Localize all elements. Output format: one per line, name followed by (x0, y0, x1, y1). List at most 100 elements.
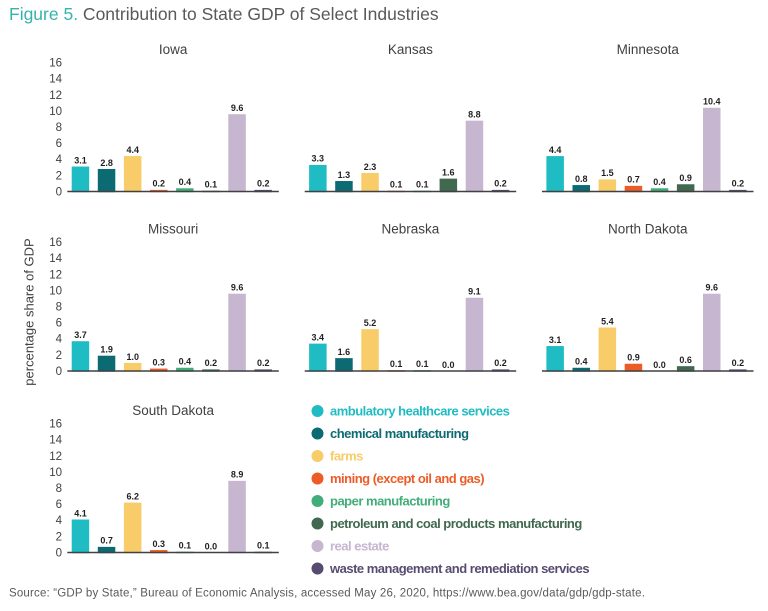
svg-text:6: 6 (56, 138, 62, 150)
svg-text:12: 12 (49, 269, 62, 281)
svg-text:14: 14 (49, 253, 62, 265)
svg-text:0.2: 0.2 (732, 179, 745, 189)
svg-text:0: 0 (56, 366, 62, 378)
svg-text:Source: “GDP by State,” Bureau: Source: “GDP by State,” Bureau of Econom… (9, 588, 645, 600)
svg-text:8: 8 (56, 302, 62, 314)
svg-text:chemical manufacturing: chemical manufacturing (330, 426, 469, 441)
svg-text:0.4: 0.4 (179, 177, 192, 187)
svg-text:0.0: 0.0 (205, 541, 218, 551)
svg-text:4: 4 (56, 515, 63, 527)
svg-text:Missouri: Missouri (148, 222, 198, 237)
svg-text:3.1: 3.1 (549, 335, 562, 345)
svg-text:14: 14 (49, 435, 62, 447)
svg-text:Kansas: Kansas (388, 42, 433, 57)
svg-text:1.0: 1.0 (126, 352, 139, 362)
svg-text:waste management and remediati: waste management and remediation service… (329, 561, 589, 576)
svg-text:2: 2 (56, 350, 62, 362)
svg-text:real estate: real estate (330, 539, 389, 554)
svg-text:0.1: 0.1 (390, 180, 403, 190)
svg-text:0.1: 0.1 (416, 180, 429, 190)
svg-text:3.1: 3.1 (74, 155, 87, 165)
svg-text:0: 0 (56, 186, 62, 198)
svg-text:5.4: 5.4 (601, 316, 614, 326)
svg-text:8.8: 8.8 (468, 110, 481, 120)
svg-text:16: 16 (49, 419, 62, 431)
svg-text:0.2: 0.2 (494, 179, 507, 189)
svg-text:0.4: 0.4 (179, 357, 192, 367)
svg-text:12: 12 (49, 451, 62, 463)
svg-text:0.8: 0.8 (575, 174, 588, 184)
svg-text:2.8: 2.8 (100, 158, 113, 168)
svg-text:3.7: 3.7 (74, 330, 87, 340)
svg-text:0.2: 0.2 (153, 179, 166, 189)
svg-text:16: 16 (49, 58, 62, 70)
svg-text:10: 10 (49, 467, 62, 479)
svg-text:0.1: 0.1 (390, 359, 403, 369)
svg-text:0.1: 0.1 (257, 541, 270, 551)
svg-text:14: 14 (49, 74, 62, 86)
svg-text:paper manufacturing: paper manufacturing (330, 494, 450, 509)
svg-text:0.3: 0.3 (153, 539, 166, 549)
svg-text:0.2: 0.2 (205, 358, 218, 368)
svg-text:3.4: 3.4 (312, 332, 325, 342)
svg-text:12: 12 (49, 90, 62, 102)
svg-text:0.6: 0.6 (679, 355, 692, 365)
svg-text:North Dakota: North Dakota (608, 222, 688, 237)
svg-text:0.3: 0.3 (153, 357, 166, 367)
svg-text:4: 4 (56, 334, 63, 346)
svg-text:Figure 5. Contribution to Stat: Figure 5. Contribution to State GDP of S… (9, 4, 439, 24)
svg-text:1.9: 1.9 (100, 345, 113, 355)
svg-text:0: 0 (56, 547, 62, 559)
svg-text:4.4: 4.4 (549, 145, 562, 155)
svg-text:0.9: 0.9 (627, 353, 640, 363)
svg-text:1.3: 1.3 (338, 170, 351, 180)
svg-text:8: 8 (56, 122, 62, 134)
svg-text:3.3: 3.3 (312, 154, 325, 164)
svg-text:2: 2 (56, 531, 62, 543)
svg-text:0.7: 0.7 (627, 175, 640, 185)
svg-text:4: 4 (56, 154, 63, 166)
svg-text:10: 10 (49, 285, 62, 297)
svg-text:0.1: 0.1 (179, 541, 192, 551)
svg-text:1.6: 1.6 (338, 347, 351, 357)
svg-text:9.6: 9.6 (231, 103, 244, 113)
svg-text:0.9: 0.9 (679, 173, 692, 183)
svg-text:petroleum and coal products ma: petroleum and coal products manufacturin… (330, 516, 582, 531)
svg-text:mining (except oil and gas): mining (except oil and gas) (330, 471, 484, 486)
svg-text:0.1: 0.1 (205, 180, 218, 190)
svg-text:6.2: 6.2 (126, 491, 139, 501)
svg-text:5.2: 5.2 (364, 318, 377, 328)
svg-text:8: 8 (56, 483, 62, 495)
svg-text:2: 2 (56, 170, 62, 182)
svg-text:0.0: 0.0 (653, 360, 666, 370)
svg-text:Nebraska: Nebraska (382, 222, 440, 237)
svg-text:percentage share of GDP: percentage share of GDP (22, 238, 37, 385)
svg-text:Iowa: Iowa (159, 42, 188, 57)
svg-text:0.2: 0.2 (732, 358, 745, 368)
svg-text:6: 6 (56, 318, 62, 330)
svg-text:1.5: 1.5 (601, 168, 614, 178)
svg-text:0.0: 0.0 (442, 360, 455, 370)
svg-text:2.3: 2.3 (364, 162, 377, 172)
svg-text:8.9: 8.9 (231, 470, 244, 480)
svg-text:4.4: 4.4 (126, 145, 139, 155)
svg-text:0.4: 0.4 (653, 177, 666, 187)
svg-text:0.4: 0.4 (575, 357, 588, 367)
svg-text:0.2: 0.2 (494, 358, 507, 368)
svg-text:6: 6 (56, 499, 62, 511)
svg-text:0.7: 0.7 (100, 536, 113, 546)
svg-text:farms: farms (330, 449, 363, 464)
svg-text:0.2: 0.2 (257, 179, 270, 189)
svg-text:10.4: 10.4 (703, 97, 721, 107)
svg-text:9.6: 9.6 (231, 283, 244, 293)
svg-text:16: 16 (49, 237, 62, 249)
svg-text:Minnesota: Minnesota (617, 42, 680, 57)
svg-text:0.2: 0.2 (257, 358, 270, 368)
svg-text:4.1: 4.1 (74, 508, 87, 518)
svg-text:0.1: 0.1 (416, 359, 429, 369)
svg-text:10: 10 (49, 106, 62, 118)
svg-text:South Dakota: South Dakota (132, 403, 214, 418)
svg-text:1.6: 1.6 (442, 167, 455, 177)
svg-text:9.1: 9.1 (468, 287, 481, 297)
svg-text:9.6: 9.6 (706, 283, 719, 293)
